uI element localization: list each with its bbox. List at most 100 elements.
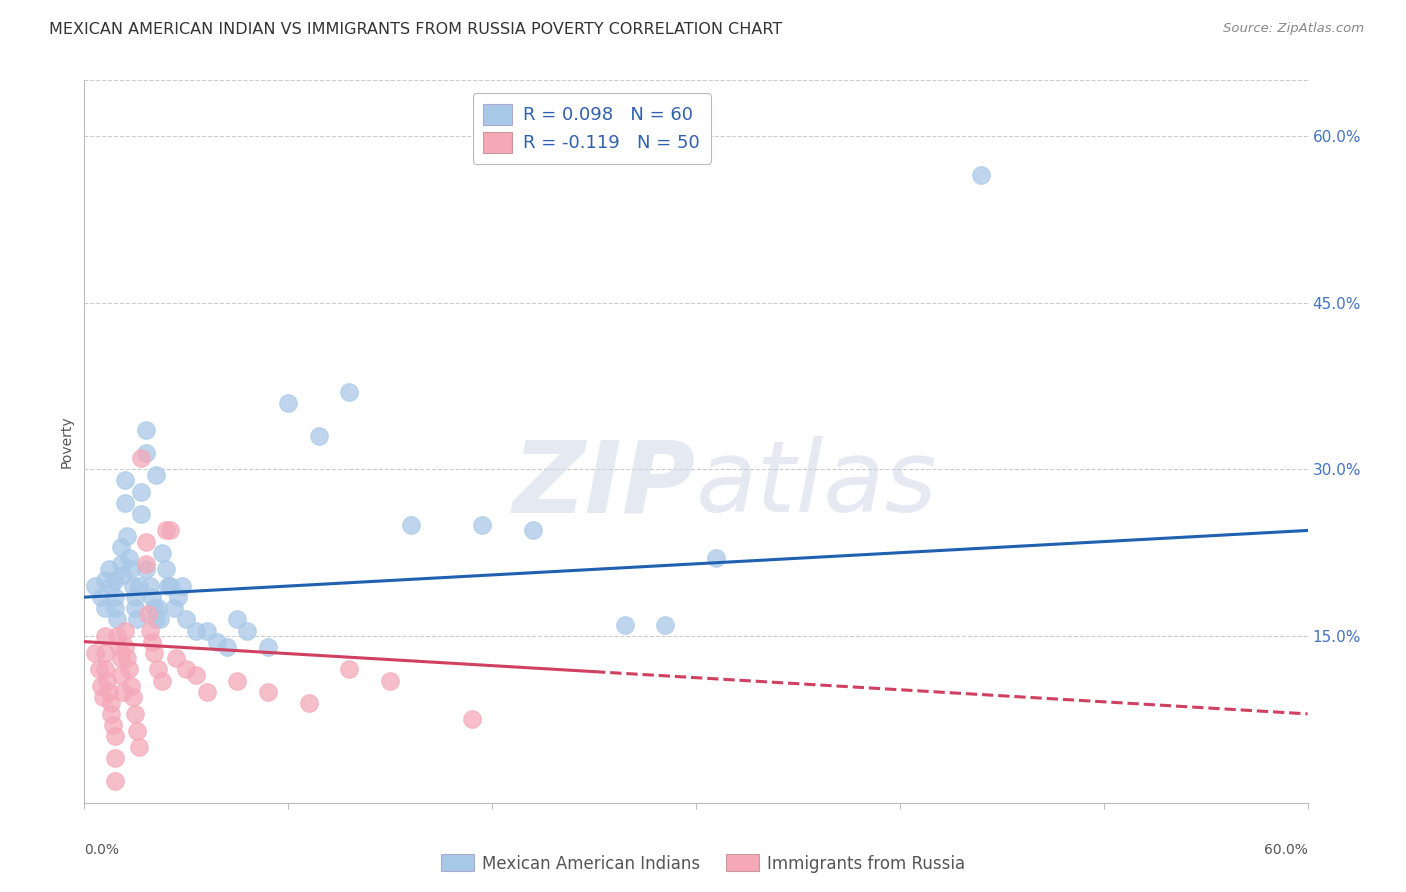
Point bbox=[308, 429, 330, 443]
Point bbox=[101, 718, 124, 732]
Point bbox=[118, 551, 141, 566]
Point bbox=[112, 568, 135, 582]
Point bbox=[174, 612, 197, 626]
Point bbox=[104, 751, 127, 765]
Point bbox=[124, 590, 146, 604]
Point bbox=[150, 546, 173, 560]
Y-axis label: Poverty: Poverty bbox=[59, 416, 73, 467]
Point bbox=[174, 662, 197, 676]
Point bbox=[104, 590, 127, 604]
Point bbox=[114, 624, 136, 638]
Point bbox=[339, 662, 361, 676]
Point bbox=[150, 673, 173, 688]
Point bbox=[146, 601, 169, 615]
Point bbox=[145, 467, 167, 482]
Point bbox=[138, 579, 160, 593]
Point bbox=[114, 474, 136, 488]
Point bbox=[110, 651, 132, 665]
Point bbox=[277, 395, 299, 409]
Point bbox=[97, 684, 120, 698]
Point bbox=[131, 451, 153, 466]
Point bbox=[104, 601, 127, 615]
Point bbox=[83, 646, 105, 660]
Point bbox=[100, 706, 122, 721]
Point bbox=[135, 562, 157, 576]
Point bbox=[217, 640, 239, 655]
Point bbox=[104, 729, 127, 743]
Point bbox=[146, 662, 169, 676]
Point bbox=[172, 579, 194, 593]
Point bbox=[654, 618, 676, 632]
Point bbox=[145, 612, 167, 626]
Point bbox=[226, 673, 249, 688]
Point bbox=[91, 690, 114, 705]
Point bbox=[205, 634, 228, 648]
Text: 0.0%: 0.0% bbox=[84, 843, 120, 856]
Point bbox=[127, 612, 149, 626]
Point bbox=[128, 579, 150, 593]
Point bbox=[165, 651, 187, 665]
Point bbox=[120, 679, 142, 693]
Point bbox=[155, 562, 177, 576]
Point bbox=[155, 524, 177, 538]
Point bbox=[104, 574, 127, 588]
Point bbox=[142, 601, 165, 615]
Point bbox=[93, 601, 115, 615]
Point bbox=[96, 673, 118, 688]
Text: Source: ZipAtlas.com: Source: ZipAtlas.com bbox=[1223, 22, 1364, 36]
Point bbox=[195, 684, 218, 698]
Text: MEXICAN AMERICAN INDIAN VS IMMIGRANTS FROM RUSSIA POVERTY CORRELATION CHART: MEXICAN AMERICAN INDIAN VS IMMIGRANTS FR… bbox=[49, 22, 783, 37]
Point bbox=[122, 690, 145, 705]
Point bbox=[141, 634, 163, 648]
Point bbox=[108, 640, 131, 655]
Point bbox=[159, 579, 181, 593]
Point bbox=[156, 579, 179, 593]
Point bbox=[186, 668, 208, 682]
Point bbox=[142, 646, 165, 660]
Point bbox=[105, 629, 128, 643]
Point bbox=[613, 618, 636, 632]
Point bbox=[128, 740, 150, 755]
Point bbox=[90, 679, 112, 693]
Point bbox=[118, 662, 141, 676]
Point bbox=[522, 524, 544, 538]
Point bbox=[105, 612, 128, 626]
Text: ZIP: ZIP bbox=[513, 436, 696, 533]
Legend: Mexican American Indians, Immigrants from Russia: Mexican American Indians, Immigrants fro… bbox=[434, 847, 972, 880]
Point bbox=[159, 524, 181, 538]
Point bbox=[100, 579, 122, 593]
Point bbox=[93, 646, 115, 660]
Point bbox=[163, 601, 186, 615]
Point bbox=[399, 517, 422, 532]
Point bbox=[257, 640, 280, 655]
Point bbox=[970, 168, 993, 182]
Point bbox=[115, 529, 138, 543]
Point bbox=[110, 540, 132, 554]
Point bbox=[127, 723, 149, 738]
Point bbox=[138, 624, 160, 638]
Point bbox=[104, 773, 127, 788]
Point bbox=[93, 629, 115, 643]
Point bbox=[339, 384, 361, 399]
Point bbox=[135, 445, 157, 459]
Point bbox=[135, 557, 157, 571]
Point bbox=[706, 551, 728, 566]
Point bbox=[195, 624, 218, 638]
Point bbox=[112, 684, 135, 698]
Point bbox=[236, 624, 259, 638]
Point bbox=[131, 507, 153, 521]
Point bbox=[93, 662, 115, 676]
Text: 60.0%: 60.0% bbox=[1264, 843, 1308, 856]
Point bbox=[135, 534, 157, 549]
Point bbox=[124, 706, 146, 721]
Point bbox=[226, 612, 249, 626]
Point bbox=[167, 590, 190, 604]
Text: atlas: atlas bbox=[696, 436, 938, 533]
Point bbox=[122, 579, 145, 593]
Point bbox=[257, 684, 280, 698]
Point bbox=[110, 668, 132, 682]
Point bbox=[93, 574, 115, 588]
Point bbox=[83, 579, 105, 593]
Point bbox=[100, 696, 122, 710]
Point bbox=[471, 517, 494, 532]
